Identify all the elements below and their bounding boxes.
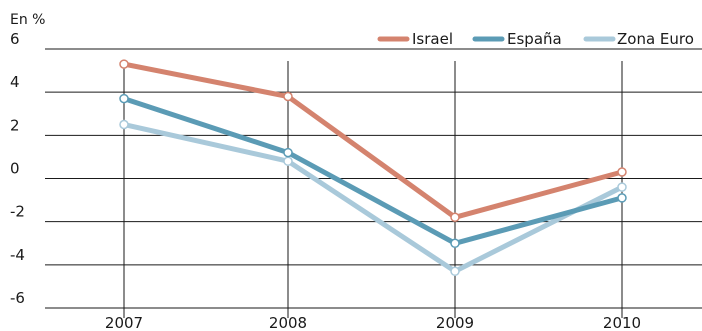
unit-label: En %: [10, 12, 45, 28]
x-tick-label: 2008: [269, 314, 307, 331]
legend-item: Zona Euro: [583, 30, 694, 48]
legend-label: Zona Euro: [617, 30, 694, 48]
data-point: [283, 156, 293, 166]
data-point: [450, 238, 460, 249]
series-line: [121, 61, 625, 220]
y-tick-label: -4: [10, 246, 25, 264]
series-line: [121, 122, 625, 274]
y-tick-label: 4: [10, 73, 20, 91]
data-point: [283, 147, 293, 158]
x-tick-label: 2007: [105, 314, 143, 331]
data-point: [283, 91, 293, 102]
x-tick-label: 2009: [436, 314, 474, 331]
series-group: [119, 59, 627, 223]
grid: [45, 48, 702, 318]
legend-label: Israel: [412, 30, 453, 48]
series-line: [121, 96, 625, 246]
y-tick-label: 0: [10, 160, 20, 178]
data-point: [119, 59, 129, 69]
x-axis-ticks: 2007 2008 2009 2010: [105, 314, 641, 331]
legend: Israel España Zona Euro: [377, 30, 694, 48]
legend-label: España: [507, 30, 562, 48]
data-point: [617, 182, 627, 192]
data-point: [119, 119, 129, 130]
y-tick-label: -6: [10, 289, 25, 307]
data-point: [450, 266, 460, 277]
series-lines: [119, 59, 627, 277]
data-point: [617, 167, 627, 177]
y-tick-label: -2: [10, 203, 25, 221]
legend-item: Israel: [377, 30, 453, 48]
data-point: [119, 93, 129, 104]
y-tick-label: 2: [10, 116, 20, 134]
y-axis-ticks: 6 4 2 0 -2 -4 -6: [10, 30, 25, 307]
data-point: [450, 212, 460, 223]
legend-item: España: [472, 30, 562, 48]
x-tick-label: 2010: [603, 314, 641, 331]
data-point: [617, 193, 627, 203]
series-group: [119, 93, 627, 249]
y-tick-label: 6: [10, 30, 20, 48]
